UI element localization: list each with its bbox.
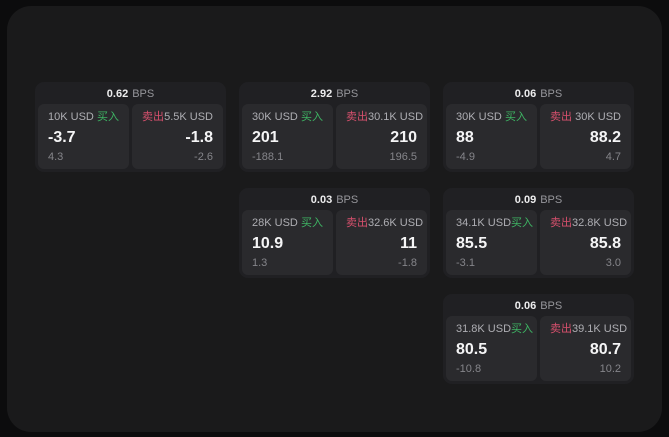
buy-delta: 4.3 (48, 151, 64, 163)
buy-amount: 30K USD (456, 111, 502, 123)
bps-value: 0.06 (514, 88, 537, 100)
bps-unit-label: BPS (540, 300, 563, 312)
sell-price: 210 (390, 128, 417, 146)
cards-grid: 0.62 BPS 10K USD 买入 -3.7 4.3 卖出 5.5K USD… (35, 82, 634, 384)
sell-tile[interactable]: 卖出 32.8K USD 85.8 3.0 (540, 210, 631, 275)
buy-price: 201 (252, 128, 279, 146)
sell-amount: 30.1K USD (368, 111, 424, 123)
buy-amount: 34.1K USD (456, 217, 512, 229)
buy-side-label: 买入 (301, 111, 323, 123)
quote-tiles: 31.8K USD 买入 80.5 -10.8 卖出 39.1K USD 80.… (446, 316, 631, 381)
sell-price: 11 (400, 234, 417, 252)
quote-card: 0.62 BPS 10K USD 买入 -3.7 4.3 卖出 5.5K USD… (35, 82, 226, 172)
quote-card-header: 0.06 BPS (446, 297, 631, 316)
buy-side-label: 买入 (97, 111, 119, 123)
buy-tile[interactable]: 10K USD 买入 -3.7 4.3 (38, 104, 129, 169)
buy-price: 80.5 (456, 340, 488, 358)
sell-delta: -1.8 (398, 257, 417, 269)
buy-tile[interactable]: 34.1K USD 买入 85.5 -3.1 (446, 210, 537, 275)
quote-card-header: 0.09 BPS (446, 191, 631, 210)
sell-tile[interactable]: 卖出 30.1K USD 210 196.5 (336, 104, 427, 169)
buy-side-label: 买入 (301, 217, 323, 229)
sell-delta: -2.6 (194, 151, 213, 163)
sell-side-label: 卖出 (550, 323, 572, 335)
bps-unit-label: BPS (132, 88, 155, 100)
sell-tile[interactable]: 卖出 5.5K USD -1.8 -2.6 (132, 104, 223, 169)
sell-amount: 39.1K USD (572, 323, 628, 335)
buy-tile[interactable]: 31.8K USD 买入 80.5 -10.8 (446, 316, 537, 381)
quote-card: 0.06 BPS 30K USD 买入 88 -4.9 卖出 30K USD 8… (443, 82, 634, 172)
buy-amount: 31.8K USD (456, 323, 512, 335)
sell-delta: 10.2 (599, 363, 621, 375)
quote-tiles: 10K USD 买入 -3.7 4.3 卖出 5.5K USD -1.8 -2.… (38, 104, 223, 169)
buy-delta: -3.1 (456, 257, 475, 269)
sell-price: -1.8 (185, 128, 213, 146)
sell-side-label: 卖出 (550, 111, 572, 123)
sell-amount: 30K USD (575, 111, 621, 123)
bps-unit-label: BPS (336, 194, 359, 206)
sell-price: 88.2 (589, 128, 621, 146)
quote-card-header: 0.06 BPS (446, 85, 631, 104)
quote-card: 0.06 BPS 31.8K USD 买入 80.5 -10.8 卖出 39.1… (443, 294, 634, 384)
buy-delta: -4.9 (456, 151, 475, 163)
buy-price: -3.7 (48, 128, 76, 146)
buy-tile[interactable]: 28K USD 买入 10.9 1.3 (242, 210, 333, 275)
buy-delta: -10.8 (456, 363, 482, 375)
quote-card-header: 0.62 BPS (38, 85, 223, 104)
buy-side-label: 买入 (511, 323, 534, 335)
buy-amount: 10K USD (48, 111, 94, 123)
buy-price: 10.9 (252, 234, 284, 252)
sell-delta: 196.5 (389, 151, 417, 163)
bps-unit-label: BPS (540, 88, 563, 100)
bps-value: 0.06 (514, 300, 537, 312)
sell-delta: 4.7 (605, 151, 621, 163)
quote-card-header: 0.03 BPS (242, 191, 427, 210)
bps-unit-label: BPS (540, 194, 563, 206)
bps-value: 2.92 (310, 88, 333, 100)
quote-card: 2.92 BPS 30K USD 买入 201 -188.1 卖出 30.1K … (239, 82, 430, 172)
buy-tile[interactable]: 30K USD 买入 88 -4.9 (446, 104, 537, 169)
sell-delta: 3.0 (605, 257, 621, 269)
buy-side-label: 买入 (505, 111, 527, 123)
bps-unit-label: BPS (336, 88, 359, 100)
buy-amount: 28K USD (252, 217, 298, 229)
bps-value: 0.03 (310, 194, 333, 206)
bps-value: 0.09 (514, 194, 537, 206)
quote-card: 0.09 BPS 34.1K USD 买入 85.5 -3.1 卖出 32.8K… (443, 188, 634, 278)
quote-tiles: 34.1K USD 买入 85.5 -3.1 卖出 32.8K USD 85.8… (446, 210, 631, 275)
buy-price: 88 (456, 128, 474, 146)
quote-card-header: 2.92 BPS (242, 85, 427, 104)
buy-delta: 1.3 (252, 257, 268, 269)
sell-amount: 32.6K USD (368, 217, 424, 229)
sell-side-label: 卖出 (142, 111, 164, 123)
sell-tile[interactable]: 卖出 30K USD 88.2 4.7 (540, 104, 631, 169)
sell-price: 80.7 (589, 340, 621, 358)
quote-tiles: 30K USD 买入 88 -4.9 卖出 30K USD 88.2 4.7 (446, 104, 631, 169)
quote-tiles: 28K USD 买入 10.9 1.3 卖出 32.6K USD 11 -1.8 (242, 210, 427, 275)
sell-amount: 32.8K USD (572, 217, 628, 229)
sell-tile[interactable]: 卖出 39.1K USD 80.7 10.2 (540, 316, 631, 381)
sell-price: 85.8 (589, 234, 621, 252)
sell-amount: 5.5K USD (164, 111, 213, 123)
quote-tiles: 30K USD 买入 201 -188.1 卖出 30.1K USD 210 1… (242, 104, 427, 169)
quote-board-panel: 0.62 BPS 10K USD 买入 -3.7 4.3 卖出 5.5K USD… (7, 6, 662, 432)
buy-delta: -188.1 (252, 151, 284, 163)
buy-tile[interactable]: 30K USD 买入 201 -188.1 (242, 104, 333, 169)
quote-card: 0.03 BPS 28K USD 买入 10.9 1.3 卖出 32.6K US… (239, 188, 430, 278)
buy-side-label: 买入 (511, 217, 534, 229)
sell-tile[interactable]: 卖出 32.6K USD 11 -1.8 (336, 210, 427, 275)
buy-amount: 30K USD (252, 111, 298, 123)
sell-side-label: 卖出 (346, 111, 368, 123)
sell-side-label: 卖出 (346, 217, 368, 229)
bps-value: 0.62 (106, 88, 129, 100)
sell-side-label: 卖出 (550, 217, 572, 229)
buy-price: 85.5 (456, 234, 488, 252)
